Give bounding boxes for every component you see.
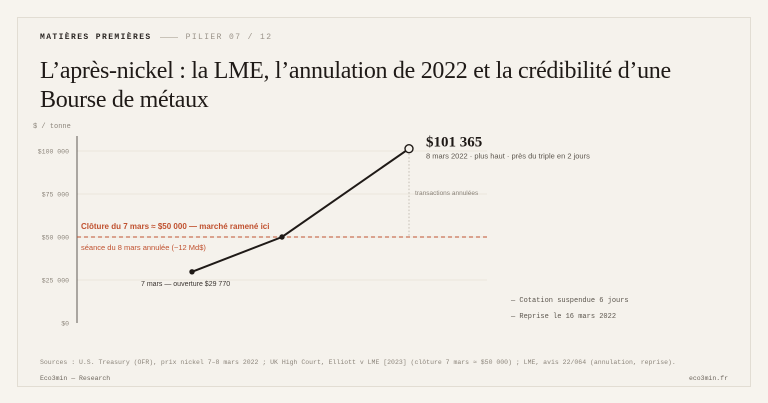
- start-label: 7 mars — ouverture $29 770: [141, 281, 230, 288]
- legend-item: — Cotation suspendue 6 jours: [511, 297, 629, 305]
- peak-point: [404, 143, 414, 154]
- legend-item: — Reprise le 16 mars 2022: [511, 313, 617, 321]
- threshold-label: Clôture du 7 mars ≈ $50 000 — marché ram…: [81, 222, 269, 231]
- pillar-label: PILIER 07 / 12: [185, 33, 273, 42]
- section-label: MATIÈRES PREMIÈRES: [40, 33, 152, 42]
- kicker-divider: [159, 37, 178, 38]
- sources: Sources : U.S. Treasury (OFR), prix nick…: [40, 359, 676, 366]
- peak-note: 8 mars 2022 · plus haut · près du triple…: [426, 152, 590, 161]
- card-background: [17, 17, 751, 387]
- y-tick-label: $75 000: [42, 192, 69, 199]
- page-title: L’après-nickel : la LME, l’annulation de…: [40, 58, 671, 113]
- annulment-label: séance du 8 mars annulée (~12 Md$): [81, 243, 206, 252]
- peak-value: $101 365: [426, 135, 482, 151]
- y-tick-label: $50 000: [42, 235, 69, 242]
- y-tick-label: $25 000: [42, 278, 69, 285]
- kicker: MATIÈRES PREMIÈRES PILIER 07 / 12: [40, 33, 272, 42]
- data-point: [279, 234, 285, 240]
- annulment-note: transactions annulées: [415, 190, 479, 197]
- legend: — Cotation suspendue 6 jours — Reprise l…: [511, 293, 629, 325]
- y-tick-label: $0: [61, 321, 69, 328]
- y-tick-label: $100 000: [38, 149, 69, 156]
- footer-brand: Eco3min — Research: [40, 375, 111, 382]
- footer-url: eco3min.fr: [688, 375, 728, 382]
- data-point: [189, 269, 195, 275]
- y-unit-label: $ / tonne: [33, 123, 71, 131]
- price-line: [191, 147, 410, 273]
